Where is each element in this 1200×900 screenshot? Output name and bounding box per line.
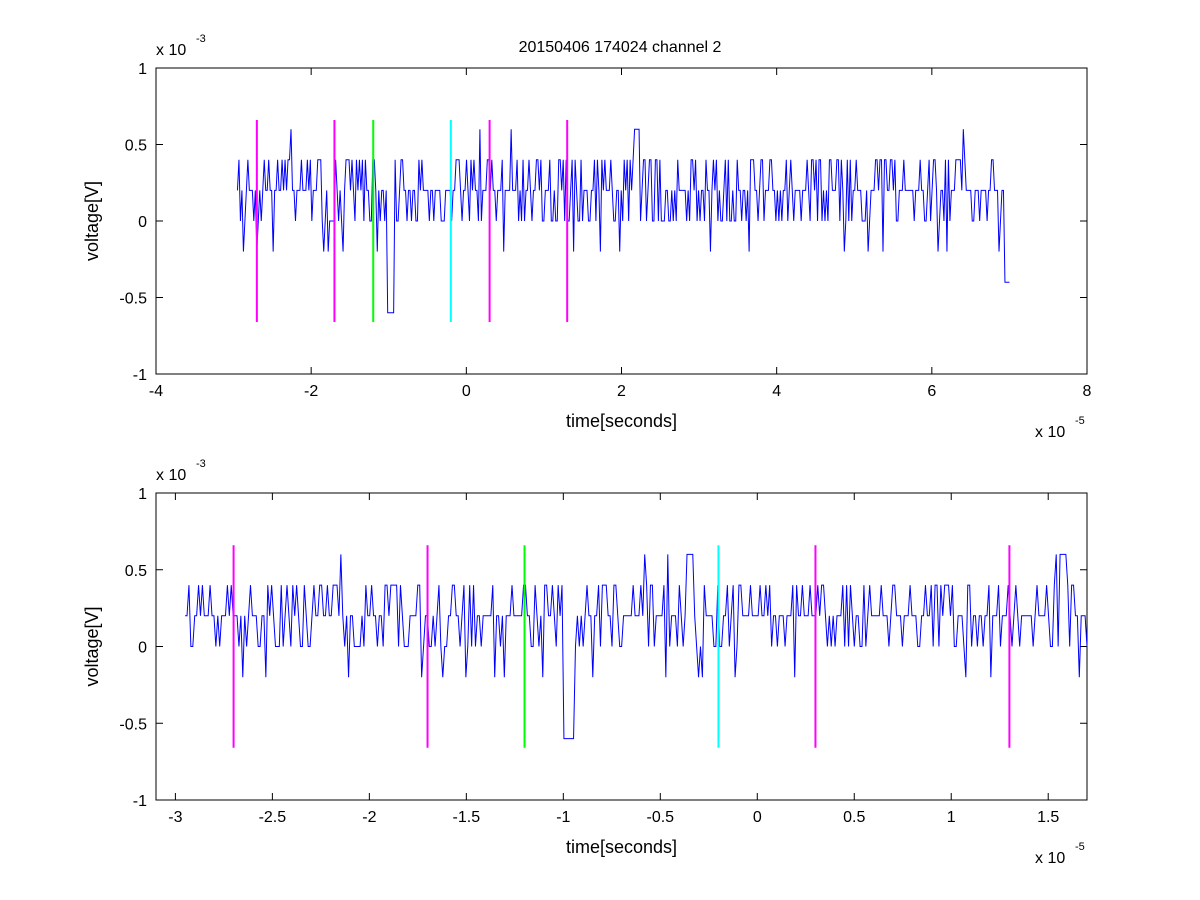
y-tick-label: -0.5 (119, 716, 147, 733)
y-tick-label: 1 (138, 486, 147, 503)
y-exponent-power-top: -3 (196, 33, 206, 45)
y-exponent-bottom: x 10 -3 (156, 458, 206, 484)
x-tick-label: -2.5 (259, 809, 287, 826)
x-tick-label: -1 (556, 809, 570, 826)
x-tick-label: 1.5 (1037, 809, 1059, 826)
x-exponent-base-top: x 10 (1035, 424, 1065, 441)
x-axis-label-bottom: time[seconds] (566, 837, 677, 857)
y-exponent-top: x 10 -3 (156, 33, 206, 59)
x-exponent-base-bottom: x 10 (1035, 850, 1065, 867)
y-exponent-base-top: x 10 (156, 42, 186, 59)
y-axis-label-top: voltage[V] (82, 181, 102, 261)
signal-series-line (236, 128, 1010, 314)
x-tick-label: 1 (947, 809, 956, 826)
x-tick-label: -2 (362, 809, 376, 826)
y-tick-label: 0 (138, 640, 147, 657)
x-axis-label-top: time[seconds] (566, 411, 677, 431)
figure-title: 20150406 174024 channel 2 (519, 39, 722, 56)
x-exponent-bottom: x 10 -5 (1035, 841, 1085, 867)
x-tick-label: 8 (1083, 383, 1092, 400)
x-tick-label: 0 (753, 809, 762, 826)
x-tick-label: 4 (772, 383, 781, 400)
y-tick-label: 0.5 (125, 563, 147, 580)
chart-bottom: -3 -2.5 -2 -1.5 -1 -0.5 0 0.5 1 1.5 -1 -0.5 0 0.5 1 vo… (82, 458, 1088, 867)
x-exponent-top: x 10 -5 (1035, 415, 1085, 441)
x-exponent-power-bottom: -5 (1075, 841, 1085, 853)
x-tick-label: 0.5 (843, 809, 865, 826)
y-exponent-base-bottom: x 10 (156, 467, 186, 484)
x-tick-label: -0.5 (647, 809, 675, 826)
y-tick-label: -1 (133, 367, 147, 384)
tick-group-top: -4 -2 0 2 4 6 8 -1 -0.5 0 0.5 1 (119, 61, 1091, 400)
mark-group-bottom (185, 545, 1088, 748)
x-tick-label: -4 (149, 383, 163, 400)
x-tick-label: 6 (927, 383, 936, 400)
x-tick-label: 2 (617, 383, 626, 400)
tick-group-bottom: -3 -2.5 -2 -1.5 -1 -0.5 0 0.5 1 1.5 -1 -0.5 0 0.5 1 (119, 486, 1087, 826)
x-tick-label: 0 (462, 383, 471, 400)
x-exponent-power-top: -5 (1075, 415, 1085, 427)
y-tick-label: 0.5 (125, 138, 147, 155)
y-tick-label: 1 (138, 61, 147, 78)
signal-series-line (185, 553, 1088, 740)
y-axis-label-bottom: voltage[V] (82, 606, 102, 686)
y-exponent-power-bottom: -3 (196, 458, 206, 470)
x-tick-label: -2 (304, 383, 318, 400)
chart-top: -4 -2 0 2 4 6 8 -1 -0.5 0 0.5 1 voltage[V] time[sec… (82, 33, 1092, 441)
y-tick-label: -0.5 (119, 291, 147, 308)
y-tick-label: -1 (133, 793, 147, 810)
y-tick-label: 0 (138, 214, 147, 231)
x-tick-label: -1.5 (453, 809, 481, 826)
x-tick-label: -3 (168, 809, 182, 826)
mark-group-top (236, 120, 1010, 322)
